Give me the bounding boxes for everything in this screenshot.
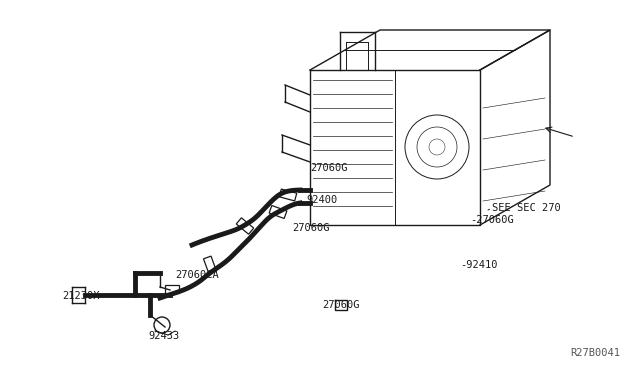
- Text: 92400: 92400: [307, 195, 338, 205]
- Text: 27060CA: 27060CA: [175, 270, 219, 280]
- Text: SEE SEC 270: SEE SEC 270: [492, 203, 561, 213]
- Text: R27B0041: R27B0041: [570, 348, 620, 358]
- Text: 21230X: 21230X: [62, 291, 99, 301]
- Text: 27060G: 27060G: [322, 300, 360, 310]
- Bar: [236, 218, 253, 234]
- Text: -92410: -92410: [460, 260, 497, 270]
- Bar: [204, 256, 216, 274]
- Text: 27060G: 27060G: [292, 223, 330, 233]
- Bar: [279, 189, 297, 201]
- Text: -27060G: -27060G: [470, 215, 514, 225]
- Bar: [165, 285, 179, 293]
- Text: 27060G: 27060G: [310, 163, 348, 173]
- Text: 92433: 92433: [148, 331, 179, 341]
- Bar: [269, 205, 287, 218]
